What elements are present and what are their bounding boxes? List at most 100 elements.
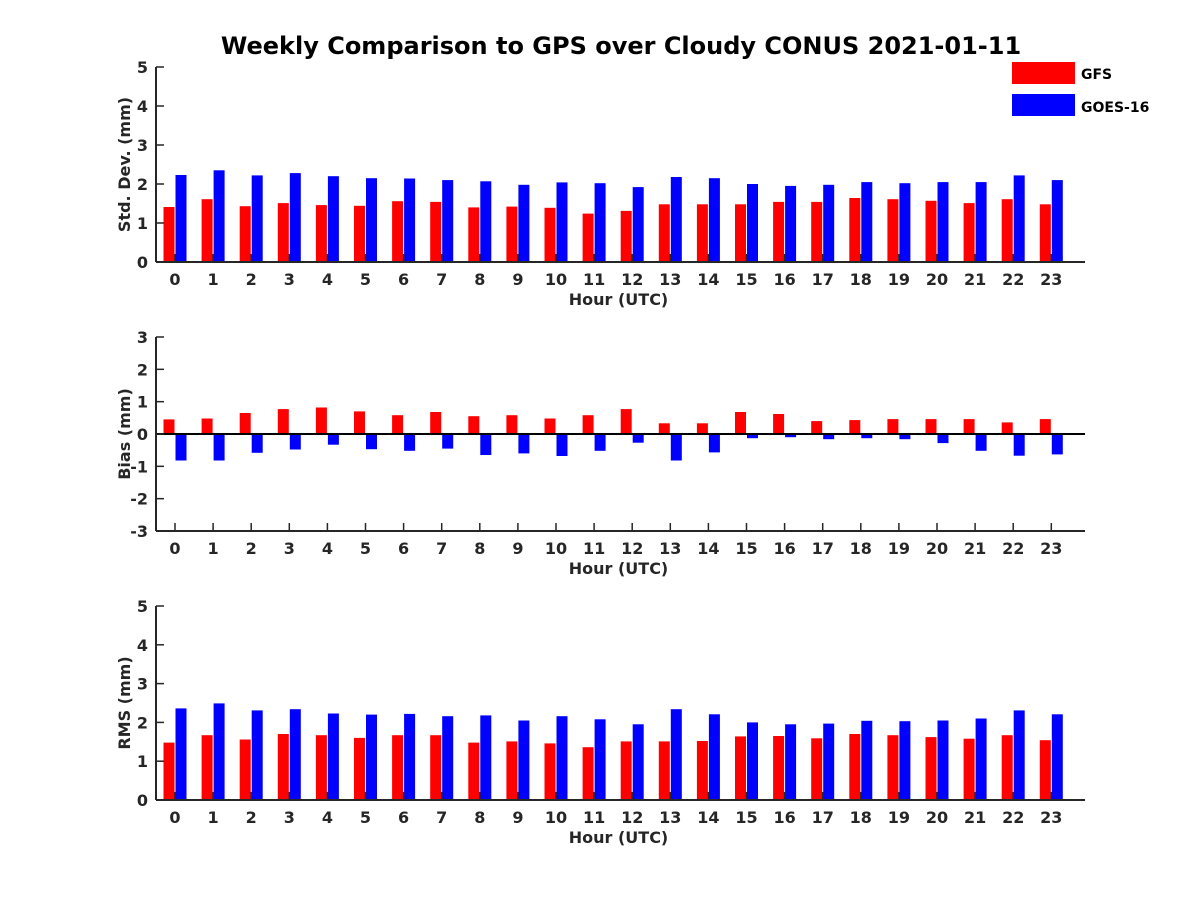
rms-x-tick-label: 0 [169, 808, 180, 827]
rms-bar-goes16-hour-12 [632, 724, 644, 800]
bias-bar-gfs-hour-21 [963, 419, 975, 434]
rms-y-tick-label: 4 [137, 636, 148, 655]
rms-x-tick-label: 4 [322, 808, 333, 827]
rms-y-tick-label: 0 [137, 791, 148, 810]
rms-bar-gfs-hour-3 [277, 734, 289, 800]
bias-bar-goes16-hour-6 [404, 434, 416, 451]
bias-x-tick-label: 15 [735, 539, 757, 558]
rms-bar-gfs-hour-8 [468, 742, 480, 800]
legend-label-goes16: GOES-16 [1081, 100, 1149, 116]
rms-bar-goes16-hour-16 [785, 724, 797, 800]
std-dev-bar-gfs-hour-20 [925, 200, 937, 262]
rms-bar-goes16-hour-8 [480, 715, 492, 800]
std-dev-x-tick-label: 11 [583, 270, 605, 289]
std-dev-bar-gfs-hour-16 [773, 201, 785, 262]
bias-y-tick-label: 1 [137, 393, 148, 412]
std-dev-bar-goes16-hour-2 [251, 175, 263, 262]
std-dev-x-tick-label: 8 [474, 270, 485, 289]
bias-x-tick-label: 7 [436, 539, 447, 558]
std-dev-x-tick-label: 17 [812, 270, 834, 289]
rms-x-tick-label: 22 [1002, 808, 1024, 827]
std-dev-x-axis-label: Hour (UTC) [569, 290, 669, 309]
rms-bar-gfs-hour-21 [963, 738, 975, 800]
bias-bar-gfs-hour-4 [315, 407, 327, 434]
bias-bar-gfs-hour-12 [620, 409, 632, 434]
bias-x-tick-label: 2 [246, 539, 257, 558]
rms-y-tick-label: 3 [137, 675, 148, 694]
bias-y-tick-label: -3 [130, 522, 148, 541]
bias-bar-gfs-hour-17 [811, 421, 823, 434]
std-dev-bar-gfs-hour-21 [963, 203, 975, 262]
bias-bar-gfs-hour-9 [506, 415, 518, 434]
rms-bar-gfs-hour-10 [544, 743, 556, 800]
rms-bar-goes16-hour-20 [937, 720, 949, 800]
std-dev-bar-gfs-hour-2 [239, 206, 251, 262]
std-dev-bar-goes16-hour-15 [747, 184, 758, 262]
std-dev-x-tick-label: 14 [697, 270, 719, 289]
std-dev-y-axis-label: Std. Dev. (mm) [115, 97, 134, 232]
std-dev-y-tick-label: 5 [137, 58, 148, 77]
std-dev-x-tick-label: 15 [735, 270, 757, 289]
std-dev-bar-goes16-hour-4 [327, 176, 339, 262]
rms-bar-gfs-hour-19 [887, 735, 899, 800]
bias-bar-goes16-hour-5 [366, 434, 377, 450]
rms-bar-gfs-hour-13 [658, 741, 670, 800]
rms-x-tick-label: 14 [697, 808, 719, 827]
legend: GFS GOES-16 [1012, 62, 1149, 116]
std-dev-bar-goes16-hour-22 [1013, 175, 1025, 262]
bias-x-tick-label: 13 [659, 539, 681, 558]
bias-x-tick-label: 22 [1002, 539, 1024, 558]
std-dev-x-tick-label: 4 [322, 270, 333, 289]
std-dev-x-tick-label: 16 [773, 270, 795, 289]
std-dev-bar-goes16-hour-21 [975, 182, 987, 262]
rms-bar-gfs-hour-1 [201, 735, 213, 800]
rms-bar-gfs-hour-0 [163, 742, 175, 800]
bias-bar-goes16-hour-20 [937, 434, 949, 444]
bias-x-tick-label: 10 [545, 539, 567, 558]
std-dev-x-tick-label: 21 [964, 270, 986, 289]
bias-x-tick-label: 14 [697, 539, 719, 558]
bias-bar-gfs-hour-10 [544, 418, 556, 434]
std-dev-x-tick-label: 1 [208, 270, 219, 289]
rms-bar-goes16-hour-14 [708, 714, 720, 800]
rms-bar-gfs-hour-22 [1001, 735, 1013, 800]
legend-swatch-gfs [1012, 62, 1075, 84]
rms-bar-goes16-hour-22 [1013, 710, 1025, 800]
bias-x-tick-label: 1 [208, 539, 219, 558]
rms-bar-goes16-hour-19 [899, 721, 911, 800]
std-dev-bar-goes16-hour-10 [556, 182, 568, 262]
bias-bar-gfs-hour-18 [849, 420, 861, 434]
rms-bar-goes16-hour-4 [327, 713, 339, 800]
bias-bar-gfs-hour-15 [735, 412, 746, 434]
std-dev-x-tick-label: 18 [850, 270, 872, 289]
rms-x-tick-label: 18 [850, 808, 872, 827]
std-dev-bar-gfs-hour-4 [315, 205, 327, 262]
std-dev-bar-goes16-hour-12 [632, 187, 644, 262]
std-dev-bar-gfs-hour-6 [392, 201, 404, 262]
bias-bar-gfs-hour-19 [887, 419, 899, 434]
std-dev-bar-gfs-hour-23 [1039, 204, 1051, 262]
bias-y-tick-label: 0 [137, 425, 148, 444]
rms-x-tick-label: 8 [474, 808, 485, 827]
std-dev-x-tick-label: 22 [1002, 270, 1024, 289]
std-dev-x-tick-label: 2 [246, 270, 257, 289]
rms-x-tick-label: 2 [246, 808, 257, 827]
bias-x-tick-label: 0 [169, 539, 180, 558]
rms-bar-gfs-hour-5 [354, 737, 365, 800]
std-dev-bar-gfs-hour-14 [696, 204, 708, 262]
bias-x-tick-label: 11 [583, 539, 605, 558]
std-dev-bar-goes16-hour-1 [213, 170, 225, 262]
std-dev-bar-goes16-hour-0 [175, 175, 187, 262]
bias-x-tick-label: 5 [360, 539, 371, 558]
std-dev-bar-goes16-hour-13 [670, 177, 682, 262]
std-dev-x-tick-label: 0 [169, 270, 180, 289]
bias-bar-gfs-hour-0 [163, 419, 175, 434]
bias-bar-goes16-hour-1 [213, 434, 225, 461]
bias-bar-goes16-hour-9 [518, 434, 530, 454]
std-dev-bar-gfs-hour-22 [1001, 199, 1013, 262]
rms-x-tick-label: 7 [436, 808, 447, 827]
legend-label-gfs: GFS [1081, 67, 1112, 83]
